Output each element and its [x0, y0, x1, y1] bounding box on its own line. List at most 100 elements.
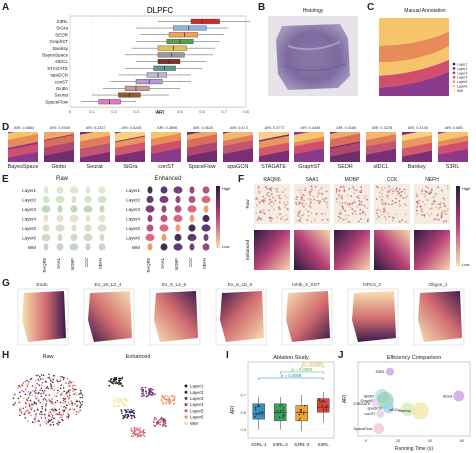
- umap-raw-point: [17, 413, 20, 415]
- umap-raw-point: [51, 402, 53, 405]
- tile-method-name: SEDR: [337, 164, 353, 170]
- umap-raw-point: [68, 380, 71, 382]
- violin-plots: Layer1 Layer2 Layer3 Layer4 Layer5 Layer6 WM RA…: [22, 186, 230, 272]
- umap-raw-point: [43, 390, 46, 392]
- raw-spot: [377, 208, 380, 211]
- raw-spot: [285, 203, 288, 206]
- umap-raw-point: [48, 393, 50, 395]
- raw-spot: [437, 203, 440, 206]
- umap-enh-point: [168, 399, 171, 401]
- umap-enh-point: [144, 386, 147, 389]
- umap-raw-point: [46, 386, 49, 388]
- raw-spot: [440, 189, 443, 192]
- umap-enh-point: [132, 409, 135, 412]
- umap-enh-point: [162, 417, 164, 420]
- violin-shape: [174, 205, 182, 213]
- celltype-map: [220, 291, 264, 342]
- raw-spot: [358, 200, 361, 202]
- celltype-title: Ex_6_L4_6: [162, 282, 187, 288]
- tile-band: [79, 143, 110, 158]
- raw-spot: [322, 198, 324, 201]
- umap-enh-point: [147, 394, 150, 396]
- umap-raw-point: [62, 397, 65, 400]
- umap-enh-point: [114, 382, 117, 385]
- violin-shape: [201, 195, 211, 204]
- raw-spot: [378, 195, 381, 198]
- raw-spot: [399, 195, 401, 197]
- umap-raw-point: [48, 394, 51, 397]
- tile-band: [258, 135, 289, 150]
- umap-enh-point: [140, 434, 142, 436]
- umap-raw-point: [50, 424, 52, 426]
- raw-spot: [295, 198, 298, 201]
- raw-spot: [444, 213, 446, 215]
- raw-spot: [366, 220, 369, 223]
- tile-method-name: BayesSpace: [7, 164, 39, 170]
- umap-raw-point: [26, 383, 28, 385]
- umap-raw-point: [39, 376, 41, 379]
- raw-spot: [324, 213, 327, 215]
- umap-raw-point: [68, 382, 70, 384]
- raw-spot: [256, 204, 258, 207]
- raw-spot: [309, 199, 312, 201]
- violin-shape: [83, 205, 93, 213]
- jitter-point: [298, 419, 300, 422]
- umap-enh-point: [142, 432, 145, 435]
- umap-raw-point: [66, 377, 69, 380]
- umap-raw-point: [37, 378, 40, 381]
- umap-raw-point: [39, 389, 41, 391]
- raw-spot: [263, 212, 266, 215]
- umap-raw-point: [27, 383, 30, 385]
- umap-raw-point: [50, 400, 52, 402]
- violin-shape: [188, 224, 196, 232]
- jitter-point: [299, 409, 301, 411]
- raw-spot: [283, 219, 286, 222]
- jitter-point: [255, 413, 258, 415]
- umap-enh-point: [126, 413, 129, 416]
- violin-shape: [43, 186, 49, 194]
- umap-raw-point: [31, 385, 34, 387]
- umap-raw-point: [34, 389, 37, 392]
- raw-spot: [445, 209, 448, 212]
- raw-spot: [257, 218, 260, 221]
- violin-layer-label: Layer2: [22, 198, 36, 203]
- umap-enh-point: [121, 412, 123, 414]
- umap-enh-point: [161, 425, 164, 427]
- raw-spot: [388, 215, 391, 218]
- raw-spot: [375, 198, 378, 200]
- umap-raw-point: [29, 405, 31, 408]
- raw-spot: [361, 212, 364, 214]
- umap-raw-point: [50, 384, 52, 386]
- raw-spot: [419, 205, 422, 208]
- umap-raw-point: [45, 420, 48, 422]
- umap-raw-point: [73, 393, 75, 395]
- raw-spot: [269, 187, 271, 190]
- umap-enh-point: [145, 392, 148, 395]
- jitter-point: [300, 410, 303, 412]
- umap-raw-point: [62, 387, 65, 389]
- tile-cluster-map: [222, 132, 253, 162]
- umap-raw-point: [51, 416, 53, 419]
- umap-enh-point: [139, 431, 142, 434]
- umap-raw-point: [19, 407, 22, 409]
- umap-enh-point: [113, 396, 115, 399]
- umap-raw-point: [18, 401, 20, 404]
- umap-raw-point: [49, 380, 52, 383]
- violin-shape: [71, 224, 77, 232]
- umap-raw-point: [75, 398, 77, 401]
- raw-spot: [446, 187, 449, 190]
- umap-raw-point: [26, 409, 29, 411]
- umap-raw-point: [37, 400, 40, 402]
- raw-spot: [303, 189, 306, 192]
- raw-spot: [380, 214, 383, 216]
- raw-spot: [283, 188, 286, 191]
- raw-spot: [281, 215, 284, 218]
- umap-enh-point: [113, 377, 116, 379]
- umap-enh-point: [150, 389, 152, 392]
- raw-spot: [338, 189, 341, 192]
- violin-shape: [55, 195, 65, 204]
- raw-spot: [445, 220, 448, 222]
- violin-shape: [55, 224, 65, 232]
- tile-cluster-map: [401, 132, 432, 162]
- umap-raw-point: [40, 384, 43, 386]
